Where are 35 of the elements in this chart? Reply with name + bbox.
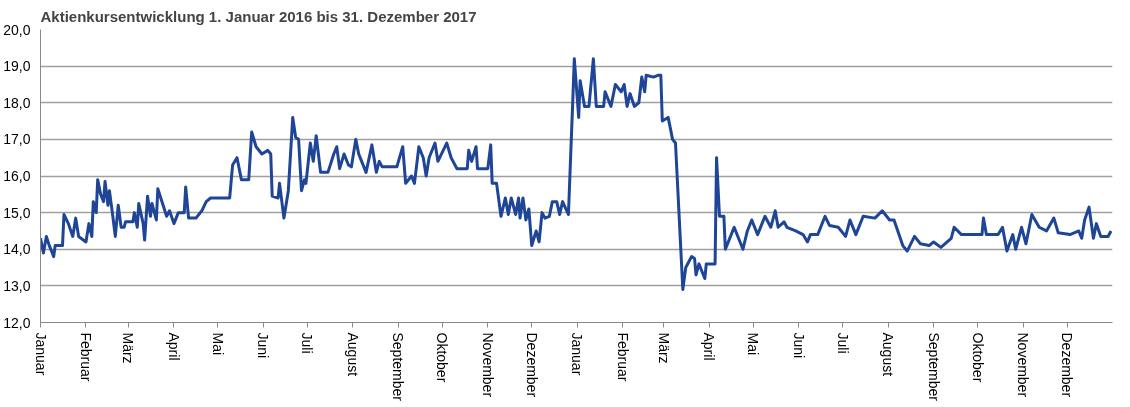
x-tick-label: Juli: [834, 332, 851, 354]
x-tick-label: Mai: [209, 332, 226, 356]
x-tick-label: Dezember: [1059, 332, 1076, 398]
x-tick-label: Juni: [255, 332, 272, 359]
x-tick-label: September: [925, 332, 942, 402]
x-tick-label: Januar: [569, 332, 586, 376]
x-tick-label: Dezember: [523, 332, 540, 398]
y-tick-label: 19,0: [3, 58, 31, 75]
y-tick-label: 12,0: [3, 314, 31, 331]
y-tick-label: 17,0: [3, 131, 31, 148]
y-tick-label: 18,0: [3, 94, 31, 111]
y-tick-label: 15,0: [3, 204, 31, 221]
x-tick-label: Mai: [745, 332, 762, 356]
y-tick-label: 14,0: [3, 241, 31, 258]
x-tick-label: Juni: [790, 332, 807, 359]
x-tick-label: November: [1015, 332, 1032, 398]
x-tick-label: Oktober: [434, 332, 451, 383]
x-tick-label: Januar: [32, 332, 49, 376]
x-tick-label: April: [165, 332, 182, 361]
x-tick-label: Juli: [299, 332, 316, 354]
chart-title: Aktienkursentwicklung 1. Januar 2016 bis 31. Dezember 2017: [40, 7, 477, 25]
x-tick-label: März: [655, 332, 672, 364]
line-series: [40, 57, 1113, 292]
y-tick-label: 20,0: [3, 21, 31, 38]
x-tick-label: November: [479, 332, 496, 398]
x-tick-label: März: [120, 332, 137, 364]
y-tick-label: 16,0: [3, 168, 31, 184]
x-tick-label: August: [344, 332, 361, 377]
y-tick-label: 13,0: [3, 277, 31, 294]
x-tick-label: September: [390, 332, 407, 402]
x-tick-label: Februar: [614, 332, 631, 382]
x-tick-label: Oktober: [969, 332, 986, 383]
x-tick-label: April: [701, 332, 718, 361]
x-tick-label: Februar: [77, 332, 94, 382]
x-tick-label: August: [880, 332, 897, 377]
